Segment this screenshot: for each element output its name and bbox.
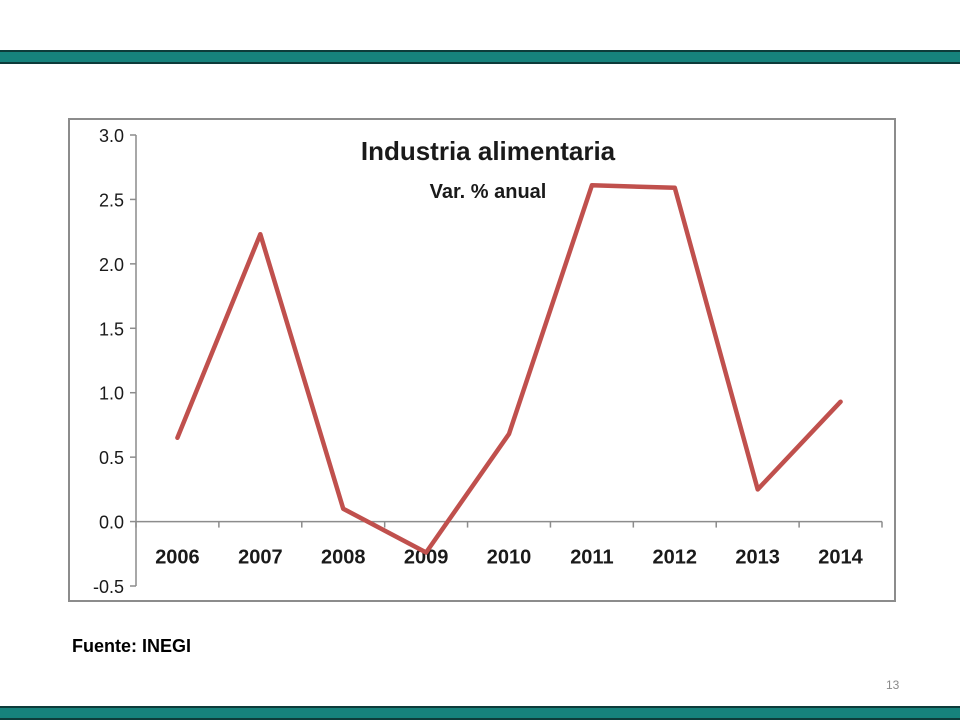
line-chart: 3.0 2.5 2.0 1.5 1.0 0.5 0.0 -0.5 2006 2007 2008 200… (93, 126, 883, 597)
y-tick-label: 1.0 (99, 384, 124, 404)
chart: 3.0 2.5 2.0 1.5 1.0 0.5 0.0 -0.5 2006 2007 2008 200… (68, 118, 896, 602)
y-tick-label: 3.0 (99, 126, 124, 146)
y-tick-label: 2.0 (99, 255, 124, 275)
x-tick-label: 2006 (155, 547, 200, 569)
x-tick-label: 2012 (653, 547, 698, 569)
y-tick-label: -0.5 (93, 577, 124, 597)
x-tick-label: 2008 (321, 547, 366, 569)
page-number: 13 (886, 678, 900, 692)
bottom-band (0, 706, 960, 720)
x-tick-label: 2013 (735, 547, 780, 569)
axes (130, 134, 883, 587)
x-tick-label: 2010 (487, 547, 532, 569)
tick-labels: 3.0 2.5 2.0 1.5 1.0 0.5 0.0 -0.5 2006 2007 2008 200… (93, 126, 864, 597)
series (175, 183, 843, 555)
y-tick-label: 1.5 (99, 319, 124, 339)
y-tick-label: 2.5 (99, 190, 124, 210)
chart-title: Industria alimentaria (361, 136, 616, 166)
x-tick-label: 2009 (404, 547, 449, 569)
y-tick-label: 0.0 (99, 513, 124, 533)
series-line (175, 183, 843, 555)
x-tick-label: 2007 (238, 547, 282, 569)
source-note: Fuente: INEGI (72, 636, 192, 656)
x-tick-label: 2014 (818, 547, 863, 569)
y-tick-label: 0.5 (99, 448, 124, 468)
chart-subtitle: Var. % anual (430, 181, 547, 203)
x-tick-label: 2011 (570, 547, 613, 569)
top-band (0, 50, 960, 64)
